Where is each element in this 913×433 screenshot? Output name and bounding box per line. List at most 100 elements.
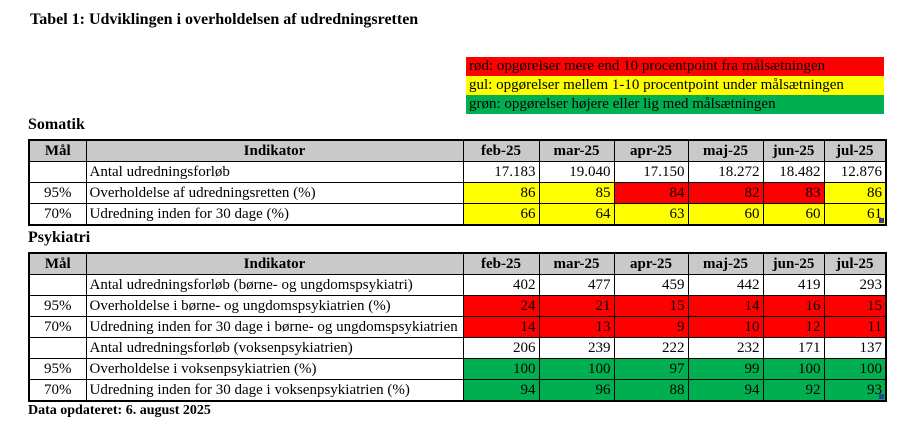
value-cell: 93 [823,379,887,402]
indikator-cell: Overholdelse af udredningsretten (%) [85,182,464,204]
value-cell: 232 [687,337,764,359]
header-indikator: Indikator [85,139,464,162]
value-cell: 459 [613,274,689,296]
value-cell: 15 [823,295,887,317]
legend-item-label: rød: opgørelser mere end 10 procentpoint… [469,58,826,74]
value-cell: 85 [538,182,615,204]
legend-item-green: grøn: opgørelser højere eller lig med må… [466,95,884,114]
value-cell: 12.876 [823,161,887,183]
indikator-cell: Udredning inden for 30 dage (%) [85,203,464,226]
header-month: jun-25 [762,252,825,275]
table-row: 95% Overholdelse i voksenpsykiatrien (%) 1… [28,358,887,380]
value-cell: 293 [823,274,887,296]
mal-cell: 70% [28,379,87,402]
header-row: Mål Indikator feb-25 mar-25 apr-25 maj-2… [28,252,887,275]
value-cell: 94 [687,379,764,402]
value-cell: 222 [613,337,689,359]
mal-cell [28,274,87,296]
somatik-table: Mål Indikator feb-25 mar-25 apr-25 maj-2… [28,139,887,226]
value-cell: 100 [538,358,615,380]
table-row: Antal udredningsforløb 17.183 19.040 17.150… [28,161,887,183]
value-cell: 17.150 [613,161,689,183]
header-month: maj-25 [687,252,764,275]
header-month: jun-25 [762,139,825,162]
value-cell: 402 [462,274,540,296]
value-cell: 64 [538,203,615,226]
value-cell: 24 [462,295,540,317]
header-mal: Mål [28,252,87,275]
header-month: apr-25 [613,252,689,275]
value-cell: 137 [823,337,887,359]
legend-item-yellow: gul: opgørelser mellem 1-10 procentpoint… [466,76,884,95]
mal-cell: 70% [28,316,87,338]
page-title: Tabel 1: Udviklingen i overholdelsen af … [30,11,419,28]
value-cell: 92 [762,379,825,402]
indikator-cell: Overholdelse i børne- og ungdomspsykiatr… [85,295,464,317]
table-row: 95% Overholdelse i børne- og ungdomspsyki… [28,295,887,317]
value-cell: 14 [462,316,540,338]
value-cell: 100 [762,358,825,380]
value-cell: 477 [538,274,615,296]
table-row: 70% Udredning inden for 30 dage (%) 66 64 63… [28,203,887,226]
value-cell: 60 [687,203,764,226]
value-cell: 96 [538,379,615,402]
value-cell: 100 [462,358,540,380]
value-cell: 84 [613,182,689,204]
value-cell: 86 [462,182,540,204]
indikator-cell: Udredning inden for 30 dage i voksenpsyk… [85,379,464,402]
indikator-cell: Antal udredningsforløb (voksenpsykiatrie… [85,337,464,359]
mal-cell: 95% [28,182,87,204]
header-month: feb-25 [462,139,540,162]
value-cell: 171 [762,337,825,359]
footer-note: Data opdateret: 6. august 2025 [28,403,211,418]
value-cell: 206 [462,337,540,359]
mal-cell: 70% [28,203,87,226]
mal-cell: 95% [28,358,87,380]
header-month: jul-25 [823,252,887,275]
value-cell: 419 [762,274,825,296]
value-cell: 16 [762,295,825,317]
value-cell: 99 [687,358,764,380]
section-label-psykiatri: Psykiatri [28,229,91,246]
psykiatri-table: Mål Indikator feb-25 mar-25 apr-25 maj-2… [28,252,887,402]
mal-cell [28,161,87,183]
value-cell: 82 [687,182,764,204]
header-indikator: Indikator [85,252,464,275]
value-cell: 100 [823,358,887,380]
value-cell: 88 [613,379,689,402]
value-cell: 239 [538,337,615,359]
header-month: feb-25 [462,252,540,275]
value-cell: 17.183 [462,161,540,183]
table-row: 70% Udredning inden for 30 dage i børne- … [28,316,887,338]
indikator-cell: Antal udredningsforløb (børne- og ungdom… [85,274,464,296]
mal-cell [28,337,87,359]
section-label-somatik: Somatik [28,116,85,133]
value-cell: 9 [613,316,689,338]
value-cell: 61 [823,203,887,226]
header-mal: Mål [28,139,87,162]
value-cell: 442 [687,274,764,296]
legend-item-label: gul: opgørelser mellem 1-10 procentpoint… [469,77,844,93]
legend-item-label: grøn: opgørelser højere eller lig med må… [469,96,776,112]
value-cell: 94 [462,379,540,402]
value-cell: 63 [613,203,689,226]
header-month: mar-25 [538,139,615,162]
header-row: Mål Indikator feb-25 mar-25 apr-25 maj-2… [28,139,887,162]
legend-item-red: rød: opgørelser mere end 10 procentpoint… [466,57,884,76]
indikator-cell: Udredning inden for 30 dage i børne- og … [85,316,464,338]
value-cell: 18.272 [687,161,764,183]
header-month: jul-25 [823,139,887,162]
mal-cell: 95% [28,295,87,317]
table-row: 95% Overholdelse af udredningsretten (%) 8… [28,182,887,204]
table-row: Antal udredningsforløb (voksenpsykiatrie… [28,337,887,359]
header-month: maj-25 [687,139,764,162]
value-cell: 21 [538,295,615,317]
header-month: apr-25 [613,139,689,162]
value-cell: 86 [823,182,887,204]
value-cell: 66 [462,203,540,226]
value-cell: 83 [762,182,825,204]
color-legend: rød: opgørelser mere end 10 procentpoint… [466,57,884,114]
header-month: mar-25 [538,252,615,275]
value-cell: 14 [687,295,764,317]
value-cell: 15 [613,295,689,317]
